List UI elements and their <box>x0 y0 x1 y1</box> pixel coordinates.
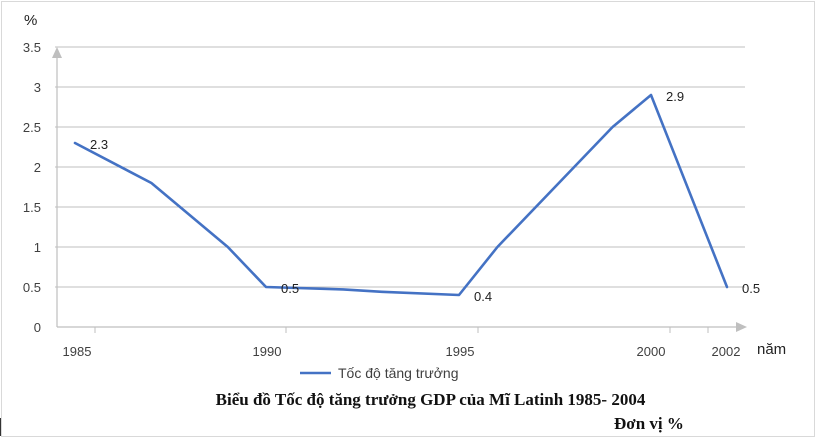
chart-subtitle: Đơn vị % <box>614 414 684 433</box>
y-tick-label: 2 <box>34 160 41 175</box>
y-tick-label: 2.5 <box>23 120 41 135</box>
left-edge-mark <box>0 418 1 436</box>
y-tick-label: 3 <box>34 80 41 95</box>
y-tick-label: 0 <box>34 320 41 335</box>
data-label: 2.9 <box>666 89 684 104</box>
x-tick-label: 2002 <box>712 344 741 359</box>
x-tick-label: 1985 <box>63 344 92 359</box>
x-tick-label: 1995 <box>446 344 475 359</box>
data-label: 2.3 <box>90 137 108 152</box>
legend-label: Tốc độ tăng trưởng <box>338 365 459 381</box>
data-label: 0.5 <box>281 281 299 296</box>
x-axis-arrow <box>736 322 747 332</box>
x-tick-label: 1990 <box>253 344 282 359</box>
data-label: 0.4 <box>474 289 492 304</box>
data-label: 0.5 <box>742 281 760 296</box>
y-tick-label: 1.5 <box>23 200 41 215</box>
y-axis-arrow <box>52 47 62 58</box>
x-tick-label: 2000 <box>637 344 666 359</box>
y-tick-label: 3.5 <box>23 40 41 55</box>
chart-title: Biểu đồ Tốc độ tăng trưởng GDP của Mĩ La… <box>215 390 646 409</box>
x-axis-label: năm <box>757 341 786 358</box>
y-tick-label: 1 <box>34 240 41 255</box>
y-tick-label: 0.5 <box>23 280 41 295</box>
y-axis-label: % <box>24 12 37 29</box>
series-line <box>73 93 729 297</box>
